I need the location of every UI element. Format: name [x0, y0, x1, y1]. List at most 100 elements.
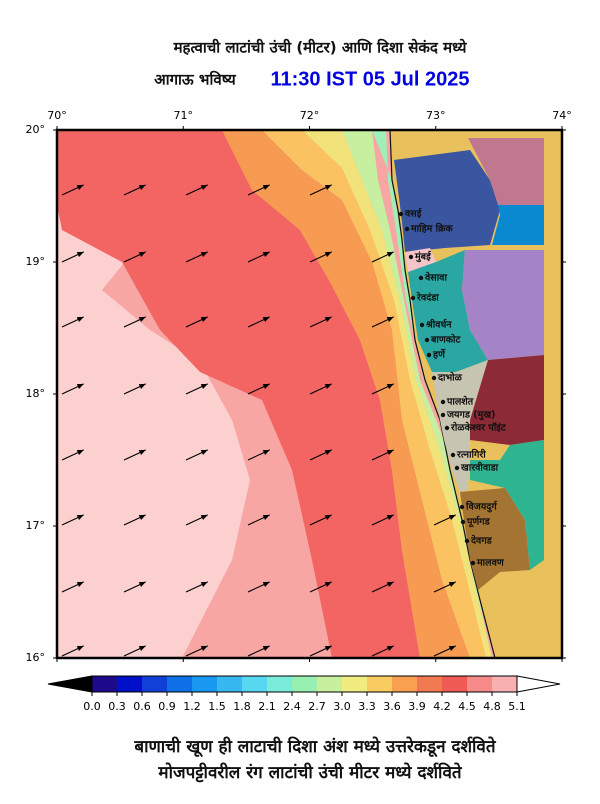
place-label: वेसावा — [424, 272, 447, 284]
place-label: हर्णे — [432, 349, 446, 361]
arrow-head — [448, 581, 456, 588]
arrow-head — [76, 184, 84, 191]
place-dot — [398, 211, 404, 217]
colorbar-bin — [342, 676, 368, 692]
district — [432, 360, 488, 492]
colorbar-tick-label: 3.6 — [383, 700, 401, 713]
arrow-head — [324, 645, 332, 652]
arrow-head — [76, 383, 84, 390]
colorbar-tick-label: 4.5 — [458, 700, 476, 713]
place-dot — [440, 399, 446, 405]
arrow-head — [76, 514, 84, 521]
colorbar-bin — [392, 676, 418, 692]
lon-tick-label: 73° — [426, 109, 446, 122]
colorbar-bin — [242, 676, 268, 692]
arrow-head — [448, 514, 456, 521]
place-label: पूर्णगड — [466, 516, 491, 528]
place-dot — [454, 465, 460, 471]
arrow-head — [138, 514, 146, 521]
place-label: बाणकोट — [430, 334, 462, 346]
arrow-head — [324, 251, 332, 258]
arrow-head — [76, 449, 84, 456]
footer-line: मोजपट्टीवरील रंग लाटांची उंची मीटर मध्ये… — [157, 762, 462, 783]
district — [394, 150, 500, 252]
place-dot — [418, 275, 424, 281]
colorbar-tick-label: 0.0 — [83, 700, 101, 713]
place-dot — [470, 560, 476, 566]
arrow-head — [324, 383, 332, 390]
colorbar-bin — [142, 676, 168, 692]
arrow-head — [138, 316, 146, 323]
district — [468, 138, 544, 205]
arrow-head — [200, 645, 208, 652]
arrow-head — [324, 514, 332, 521]
colorbar-tick-label: 2.4 — [283, 700, 301, 713]
arrow-head — [76, 581, 84, 588]
arrow-head — [138, 645, 146, 652]
district — [470, 440, 544, 570]
arrow-head — [324, 449, 332, 456]
lat-tick-label: 18° — [26, 387, 46, 400]
place-dot — [426, 352, 432, 358]
colorbar-bin — [192, 676, 218, 692]
lon-tick-label: 74° — [552, 109, 572, 122]
district — [492, 205, 544, 245]
place-label: विजयदुर्ग — [465, 501, 498, 513]
colorbar-tick-label: 3.0 — [333, 700, 351, 713]
lat-tick-label: 19° — [26, 255, 46, 268]
place-dot — [440, 412, 446, 418]
colorbar: 0.0 0.3 0.6 0.9 1.2 1.5 1.8 2.1 2.4 2.7 3.0 3.3 3.6 3… — [47, 675, 561, 713]
axis-ticks: 70° 71° 72° 73° 74° 20° 19° 18° 17° 16° — [26, 109, 572, 664]
place-label: देवगड — [470, 535, 493, 547]
colorbar-bin — [417, 676, 443, 692]
district — [470, 355, 544, 445]
place-label: जयगड (मुख) — [446, 410, 495, 421]
arrow-head — [200, 449, 208, 456]
arrow-head — [386, 449, 394, 456]
arrow-head — [138, 581, 146, 588]
arrow-head — [262, 251, 270, 258]
arrow-head — [262, 184, 270, 191]
arrow-head — [200, 251, 208, 258]
place-label: माहिम क्रिक — [410, 223, 453, 235]
arrow-head — [138, 251, 146, 258]
sea-zone — [222, 130, 470, 658]
place-label: रोळकेश्वर पॉइंट — [450, 422, 507, 434]
colorbar-bin — [292, 676, 318, 692]
arrow-head — [200, 316, 208, 323]
place-dot — [464, 538, 470, 544]
wave-field — [57, 130, 562, 658]
colorbar-tick-label: 3.3 — [358, 700, 376, 713]
lon-tick-label: 71° — [174, 109, 194, 122]
arrow-head — [262, 383, 270, 390]
lat-tick-label: 16° — [26, 651, 46, 664]
district — [462, 250, 544, 360]
arrow-head — [262, 514, 270, 521]
colorbar-tick-label: 0.9 — [158, 700, 176, 713]
place-dot — [431, 375, 437, 381]
arrow-head — [386, 383, 394, 390]
place-label: मालवण — [476, 558, 505, 569]
place-dot — [408, 254, 414, 260]
colorbar-tick-label: 1.2 — [183, 700, 201, 713]
arrow-head — [324, 581, 332, 588]
place-label: खारवीवाडा — [460, 462, 499, 474]
district — [460, 488, 530, 590]
place-dot — [419, 322, 425, 328]
colorbar-tick-label: 4.8 — [483, 700, 501, 713]
arrow-head — [76, 251, 84, 258]
arrow-head — [324, 184, 332, 191]
colorbar-frame — [91, 675, 518, 693]
arrow-head — [324, 316, 332, 323]
colorbar-tick-label: 0.6 — [133, 700, 151, 713]
arrow-head — [138, 449, 146, 456]
place-label: पालशेत — [446, 396, 474, 408]
sea-zone — [57, 195, 250, 658]
place-dot — [459, 504, 465, 510]
place-label: रत्नागिरी — [456, 449, 486, 461]
colorbar-tick-label: 1.8 — [233, 700, 251, 713]
forecast-time: 11:30 IST 05 Jul 2025 — [270, 68, 469, 90]
arrow-head — [262, 316, 270, 323]
place-label: वसई — [404, 208, 422, 220]
